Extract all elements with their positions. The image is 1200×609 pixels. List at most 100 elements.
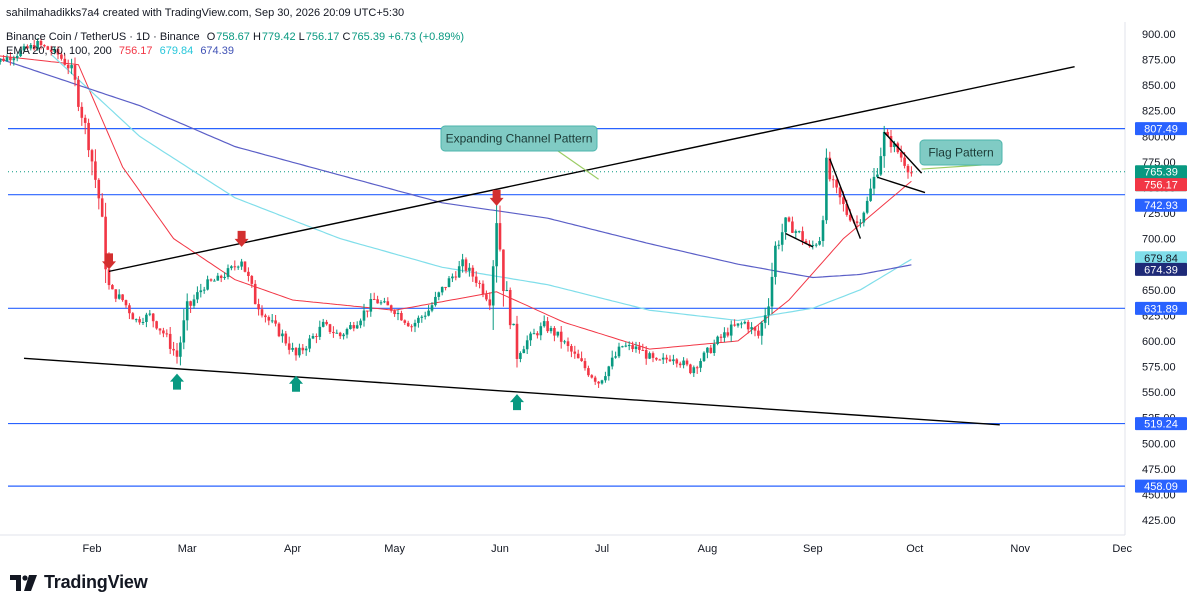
flag-pattern-label-text: Flag Pattern [928,146,993,160]
candle-body [641,349,645,351]
y-tick-label: 425.00 [1142,515,1176,527]
candle [87,118,90,158]
candle [162,327,165,338]
ema-line-1 [0,55,912,350]
candle-body [886,131,889,137]
candle-body [325,321,328,325]
price-tag: 631.89 [1135,301,1187,315]
candle [277,322,281,338]
candle-body [141,322,145,324]
candle-body [87,122,90,151]
candle-body [247,271,250,276]
high-label: H [252,31,261,43]
candle [536,331,539,339]
candle-body [189,301,192,306]
candle-body [678,363,682,366]
candle [563,339,566,345]
candle [692,365,696,377]
candle-body [420,316,424,318]
candle [138,316,141,325]
candle [97,178,101,210]
flag-pattern-label-box [919,139,1003,166]
candle-body [213,280,216,282]
candle-body [400,313,403,321]
candle [287,336,291,355]
candle [396,309,400,321]
price-tag: 674.39 [1135,262,1187,276]
candle-body [379,302,383,304]
candle [43,44,46,48]
candle [553,326,556,342]
candle-body [770,276,774,307]
candle-body [70,65,73,69]
candle [5,54,9,62]
candle-body [270,320,274,322]
candle [481,280,485,298]
candle-body [634,346,638,350]
price-tag: 807.49 [1135,122,1187,136]
candle-body [468,267,471,271]
candle [644,346,648,365]
candle-body [512,323,515,326]
candle-body [801,231,804,241]
candle [141,317,145,325]
candle [427,305,430,317]
ema-legend-line: EMA 20, 50, 100, 200 756.17 679.84 674.3… [6,45,234,57]
candle-body [253,283,257,305]
candle-body [298,347,301,356]
price-axis: 425.00450.00475.00500.00525.00550.00575.… [1142,29,1176,527]
expanding-channel-label-pointer [557,150,599,180]
candle-body [508,289,512,326]
candle-body [396,313,400,315]
candle-body [32,44,36,50]
candle [835,178,838,194]
candle [46,45,50,51]
candle-body [352,325,356,329]
candle-body [549,327,553,332]
candle [665,354,668,364]
candle-body [128,305,131,314]
candles [0,38,913,388]
price-tag-bg [1135,178,1187,192]
candle-body [440,286,444,293]
candle [332,326,335,338]
candle-body [342,334,345,337]
candle [746,320,750,334]
candle-body [311,335,315,339]
candle [729,320,733,342]
candle [233,260,237,271]
candle-body [879,156,883,175]
candle [478,280,481,289]
candle [389,304,393,313]
candle-body [162,330,165,334]
candle-body [777,244,781,246]
y-tick-label: 850.00 [1142,80,1176,92]
candle-body [787,217,791,222]
candle-body [417,317,420,323]
candle [593,375,597,385]
candle-body [185,301,189,321]
candle [134,318,138,323]
candle-body [393,310,396,315]
candle-body [5,57,9,62]
candle [182,309,186,350]
candle [19,48,22,58]
candle-body [855,221,859,224]
candle-body [0,58,2,62]
candle-body [522,349,526,354]
candle-body [624,345,628,347]
price-tag: 742.93 [1135,198,1187,212]
candle-body [825,157,828,221]
candle [328,323,332,335]
candle-body [199,290,203,293]
candle-body [651,353,655,358]
price-tag-bg [1135,301,1187,315]
candle [672,354,675,365]
candle [495,204,498,283]
price-tag: 679.84 [1135,251,1187,265]
candle-body [706,347,709,353]
candle-body [587,368,590,376]
candle [131,312,135,320]
candle-body [661,357,665,360]
